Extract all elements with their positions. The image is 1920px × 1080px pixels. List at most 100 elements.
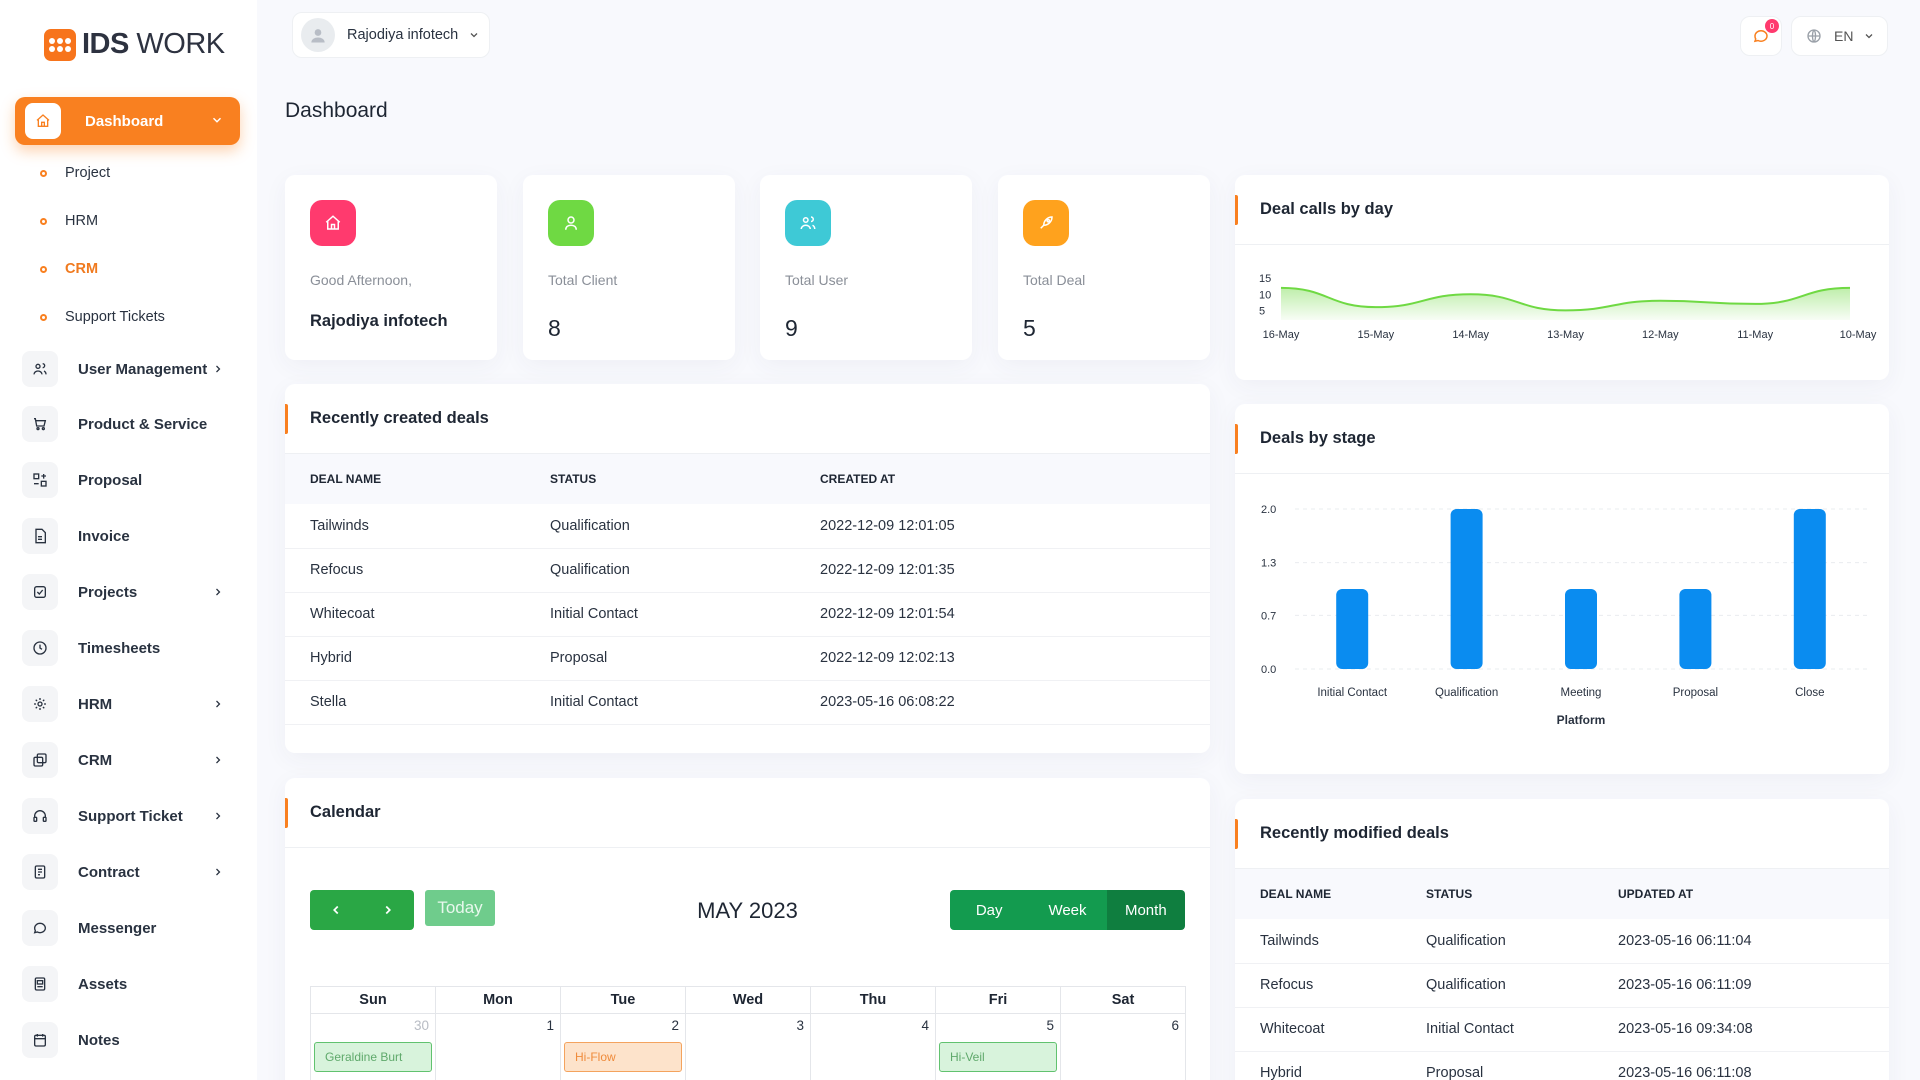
deal-name: Tailwinds	[1235, 919, 1401, 964]
calendar-day-cell[interactable]: 4	[811, 1014, 936, 1080]
column-header: DEAL NAME	[1235, 869, 1401, 919]
sidebar-item-invoice[interactable]: Invoice	[22, 516, 232, 556]
view-day-button[interactable]: Day	[950, 890, 1029, 930]
sidebar-subitem-label: CRM	[65, 261, 99, 277]
x-tick-label: 12-May	[1642, 329, 1679, 341]
y-tick-label: 5	[1259, 305, 1265, 317]
table-row[interactable]: Stella Initial Contact 2023-05-16 06:08:22	[285, 680, 1210, 725]
deal-name: Hybrid	[285, 636, 525, 681]
language-switcher[interactable]: EN	[1791, 16, 1888, 56]
bar	[1679, 589, 1712, 669]
company-switcher[interactable]: Rajodiya infotech	[292, 12, 490, 58]
deal-status: Initial Contact	[1401, 1007, 1593, 1052]
bar	[1336, 589, 1369, 669]
table-row[interactable]: Refocus Qualification 2023-05-16 06:11:09	[1235, 963, 1889, 1008]
deal-updated-at: 2023-05-16 06:11:04	[1593, 919, 1889, 964]
calendar-day-cell[interactable]: 2 Hi-Flow	[561, 1014, 686, 1080]
calendar-day-cell[interactable]: 30 Geraldine Burt	[311, 1014, 436, 1080]
bar	[1450, 509, 1483, 669]
sidebar-item-user-management[interactable]: User Management	[22, 349, 232, 389]
weekday-label: Wed	[686, 987, 811, 1013]
calendar-event[interactable]: Geraldine Burt	[314, 1042, 432, 1072]
day-number: 6	[1171, 1018, 1179, 1033]
deal-status: Qualification	[525, 548, 795, 593]
deal-status: Qualification	[1401, 919, 1593, 964]
deal-created-at: 2022-12-09 12:01:05	[795, 504, 1210, 549]
table-row[interactable]: Whitecoat Initial Contact 2022-12-09 12:01…	[285, 592, 1210, 637]
today-button[interactable]: Today	[425, 890, 495, 926]
x-tick-label: 10-May	[1840, 329, 1877, 341]
table-row[interactable]: Hybrid Proposal 2022-12-09 12:02:13	[285, 636, 1210, 681]
calendar-event[interactable]: Hi-Flow	[564, 1042, 682, 1072]
sidebar-item-support-ticket[interactable]: Support Ticket	[22, 796, 232, 836]
sidebar-item-contract[interactable]: Contract	[22, 852, 232, 892]
stat-card-total-user: Total User 9	[760, 175, 972, 360]
deal-updated-at: 2023-05-16 09:34:08	[1593, 1007, 1889, 1052]
day-number: 3	[796, 1018, 804, 1033]
bullet-icon	[40, 217, 47, 225]
table-row[interactable]: Hybrid Proposal 2023-05-16 06:11:08	[1235, 1051, 1889, 1080]
sidebar-item-hrm[interactable]: HRM	[22, 684, 232, 724]
deal-created-at: 2022-12-09 12:02:13	[795, 636, 1210, 681]
clock-icon	[22, 630, 58, 666]
y-tick-label: 2.0	[1261, 504, 1276, 516]
column-header: UPDATED AT	[1593, 869, 1889, 919]
stat-label: Total Client	[548, 272, 618, 288]
calendar-day-cell[interactable]: 5 Hi-Veil	[936, 1014, 1061, 1080]
calendar-day-cell[interactable]: 1	[436, 1014, 561, 1080]
prev-month-button[interactable]	[310, 890, 362, 930]
sidebar-item-projects[interactable]: Projects	[22, 572, 232, 612]
table-row[interactable]: Tailwinds Qualification 2022-12-09 12:01:0…	[285, 504, 1210, 549]
sidebar: IDS WORK Dashboard Project HRM CRM Suppo…	[0, 0, 257, 1080]
view-week-button[interactable]: Week	[1028, 890, 1107, 930]
bullet-icon	[40, 313, 47, 321]
chevron-down-icon	[212, 117, 222, 123]
weekday-label: Fri	[936, 987, 1061, 1013]
messages-button[interactable]: 0	[1740, 16, 1782, 56]
sidebar-item-crm[interactable]: CRM	[22, 740, 232, 780]
sidebar-subitem-crm[interactable]: CRM	[40, 261, 98, 277]
sidebar-item-proposal[interactable]: Proposal	[22, 460, 232, 500]
table-row[interactable]: Tailwinds Qualification 2023-05-16 06:11:0…	[1235, 919, 1889, 964]
company-name: Rajodiya infotech	[347, 27, 459, 43]
y-tick-label: 0.7	[1261, 610, 1276, 622]
calendar-day-cell[interactable]: 6	[1061, 1014, 1186, 1080]
sidebar-subitem-support-tickets[interactable]: Support Tickets	[40, 309, 165, 325]
chevron-right-icon	[216, 365, 221, 373]
sidebar-item-label: User Management	[78, 360, 208, 378]
sidebar-item-label: Dashboard	[85, 112, 164, 130]
table-row[interactable]: Refocus Qualification 2022-12-09 12:01:35	[285, 548, 1210, 593]
sidebar-item-assets[interactable]: Assets	[22, 964, 232, 1004]
chevron-right-icon	[216, 868, 221, 876]
sidebar-item-label: Messenger	[78, 919, 157, 937]
sidebar-subitem-project[interactable]: Project	[40, 165, 110, 181]
sidebar-item-notes[interactable]: Notes	[22, 1020, 232, 1060]
sidebar-subitem-hrm[interactable]: HRM	[40, 213, 98, 229]
weekday-label: Mon	[436, 987, 561, 1013]
deal-name: Whitecoat	[285, 592, 525, 637]
calendar-day-cell[interactable]: 3	[686, 1014, 811, 1080]
deal-status: Initial Contact	[525, 592, 795, 637]
deals-by-stage-card: Deals by stage 2.0 1.3 0.7 0.0 Initial Conta…	[1235, 404, 1889, 774]
view-month-button[interactable]: Month	[1106, 890, 1185, 930]
card-header: Calendar	[285, 778, 1210, 848]
deal-name: Whitecoat	[1235, 1007, 1401, 1052]
sidebar-item-product-service[interactable]: Product & Service	[22, 404, 232, 444]
table-row[interactable]: Whitecoat Initial Contact 2023-05-16 09:34…	[1235, 1007, 1889, 1052]
proposal-icon	[22, 462, 58, 498]
card-title: Deal calls by day	[1260, 200, 1393, 218]
sidebar-item-messenger[interactable]: Messenger	[22, 908, 232, 948]
deal-created-at: 2022-12-09 12:01:35	[795, 548, 1210, 593]
chevron-down-icon	[1866, 34, 1873, 39]
x-tick-label: Proposal	[1673, 687, 1718, 699]
sidebar-item-dashboard[interactable]: Dashboard	[15, 97, 240, 145]
sidebar-item-timesheets[interactable]: Timesheets	[22, 628, 232, 668]
deal-name: Hybrid	[1235, 1051, 1401, 1080]
modified-deals-card: Recently modified deals DEAL NAME STATUS…	[1235, 799, 1889, 1080]
y-tick-label: 15	[1259, 273, 1271, 285]
deal-status: Initial Contact	[525, 680, 795, 725]
brand-logo[interactable]: IDS WORK	[44, 28, 225, 61]
cart-icon	[22, 406, 58, 442]
calendar-event[interactable]: Hi-Veil	[939, 1042, 1057, 1072]
next-month-button[interactable]	[362, 890, 414, 930]
